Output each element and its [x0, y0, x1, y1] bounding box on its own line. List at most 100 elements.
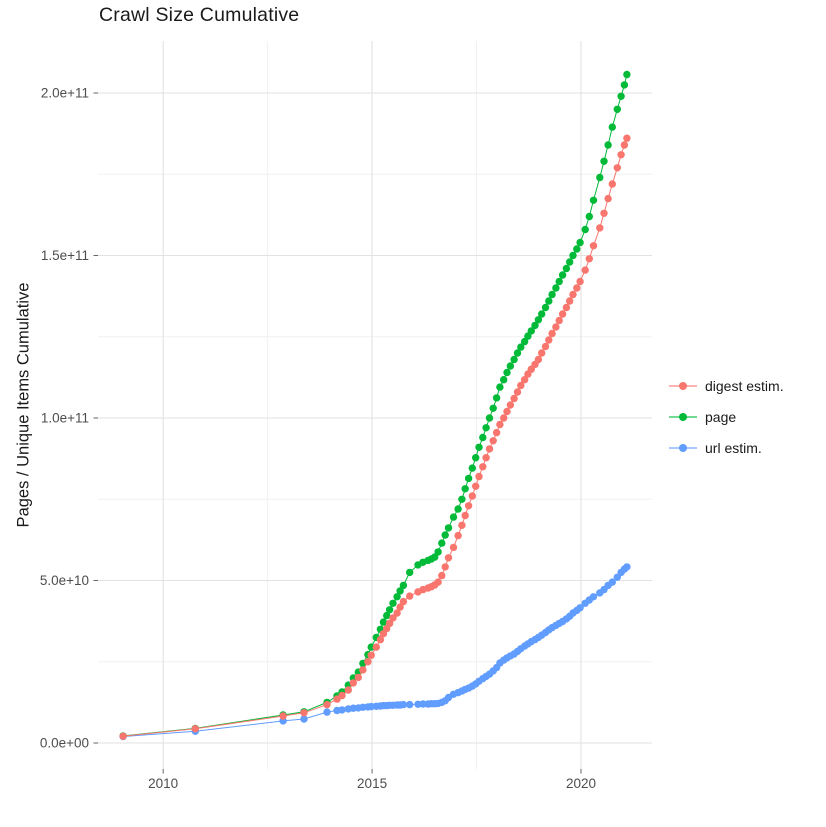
data-point	[372, 643, 380, 651]
data-point	[541, 303, 550, 312]
data-point	[379, 618, 388, 626]
data-point	[458, 495, 466, 503]
data-point	[617, 151, 625, 159]
data-point	[406, 592, 414, 600]
data-point	[531, 321, 539, 330]
data-point	[389, 599, 397, 607]
data-point	[367, 651, 375, 659]
data-point	[496, 420, 504, 429]
data-point	[482, 454, 490, 462]
data-point	[608, 578, 616, 586]
data-point	[389, 614, 397, 622]
data-point	[279, 712, 287, 720]
series-line-url	[123, 566, 628, 737]
data-point	[552, 284, 560, 292]
data-point	[613, 164, 621, 172]
data-point	[538, 310, 546, 318]
data-point	[506, 401, 515, 409]
data-point	[517, 343, 525, 351]
legend-item-digest: digest estim.	[668, 377, 784, 395]
data-point	[461, 511, 469, 520]
y-tick-label: 2.0e+11	[41, 86, 89, 101]
data-point	[492, 428, 501, 437]
legend-key-line-dot-icon	[668, 439, 698, 457]
data-point	[344, 686, 352, 694]
legend-key-line-dot-icon	[668, 377, 698, 395]
data-point	[545, 336, 553, 344]
data-point	[441, 531, 449, 539]
data-point	[496, 383, 504, 391]
data-point	[573, 245, 581, 253]
data-point	[393, 593, 401, 601]
data-point	[589, 196, 598, 204]
data-point	[354, 673, 362, 682]
data-point	[585, 212, 593, 221]
data-point	[576, 604, 584, 612]
data-point	[438, 571, 446, 580]
data-point	[399, 700, 408, 709]
data-point	[323, 708, 331, 716]
data-point	[434, 548, 442, 556]
data-point	[589, 242, 598, 250]
data-point	[454, 505, 462, 513]
data-point	[566, 297, 574, 305]
data-point	[367, 643, 375, 651]
data-point	[468, 464, 476, 472]
data-point	[558, 271, 567, 279]
data-point	[461, 485, 469, 493]
data-point	[479, 463, 487, 471]
data-point	[338, 691, 346, 700]
data-point	[541, 342, 550, 351]
data-point	[485, 445, 494, 453]
data-point	[385, 619, 394, 628]
data-point	[545, 297, 553, 305]
data-point	[393, 609, 401, 617]
data-point	[482, 424, 490, 432]
data-point	[349, 679, 357, 687]
data-point	[576, 277, 584, 286]
data-point	[520, 337, 529, 346]
data-point	[534, 316, 543, 324]
data-point	[620, 81, 629, 89]
data-point	[581, 225, 589, 234]
y-tick-label: 1.0e+11	[41, 411, 89, 426]
data-point	[444, 524, 453, 532]
legend-item-page: page	[668, 408, 784, 426]
data-point	[406, 568, 414, 577]
data-point	[385, 606, 394, 614]
data-point	[513, 349, 522, 357]
data-point	[513, 388, 522, 396]
data-point	[566, 258, 574, 266]
data-point	[399, 581, 408, 590]
y-tick-label: 1.5e+11	[41, 248, 89, 263]
data-point	[503, 407, 511, 416]
data-point	[472, 454, 480, 462]
data-point	[475, 443, 483, 451]
data-point	[396, 603, 404, 611]
data-point	[406, 700, 414, 709]
data-point	[604, 141, 612, 149]
y-tick-label: 5.0e+10	[40, 573, 89, 588]
data-point	[555, 277, 563, 286]
legend-label: url estim.	[705, 440, 762, 456]
data-point	[419, 700, 427, 708]
data-point	[489, 404, 497, 412]
data-point	[300, 715, 308, 723]
data-point	[364, 658, 372, 666]
data-point	[441, 563, 449, 571]
data-point	[600, 209, 608, 217]
chart-title: Crawl Size Cumulative	[99, 4, 300, 26]
data-point	[623, 134, 631, 142]
x-tick-label: 2015	[357, 776, 387, 791]
data-point	[500, 376, 508, 384]
data-point	[576, 238, 584, 247]
data-point	[581, 266, 589, 274]
data-point	[399, 597, 408, 606]
data-point	[589, 593, 598, 601]
data-point	[534, 355, 543, 364]
data-point	[449, 513, 458, 521]
data-point	[434, 578, 442, 586]
data-point	[500, 414, 508, 422]
data-point	[506, 362, 515, 370]
